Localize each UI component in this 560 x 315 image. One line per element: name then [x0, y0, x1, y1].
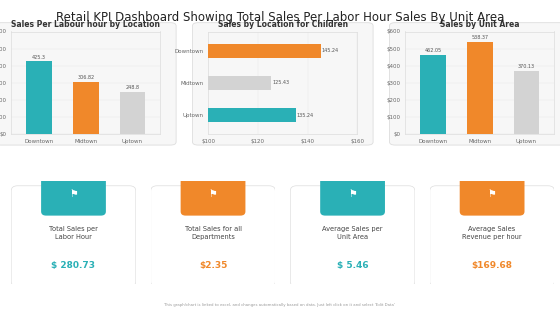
Text: ⚑: ⚑	[69, 188, 78, 198]
Bar	[514, 71, 539, 135]
FancyBboxPatch shape	[290, 186, 415, 287]
FancyBboxPatch shape	[430, 186, 554, 287]
Bar	[73, 82, 99, 135]
Text: 306.82: 306.82	[77, 75, 95, 80]
FancyBboxPatch shape	[41, 170, 106, 215]
FancyBboxPatch shape	[460, 170, 525, 215]
Text: 462.05: 462.05	[424, 49, 442, 54]
Title: Sales Per Labour hour by Location: Sales Per Labour hour by Location	[11, 20, 160, 29]
Text: 538.37: 538.37	[471, 35, 488, 40]
Text: $169.68: $169.68	[472, 261, 512, 270]
Text: 135.24: 135.24	[297, 112, 314, 117]
Bar	[120, 92, 145, 135]
FancyBboxPatch shape	[11, 186, 136, 287]
Text: Total Sales for all
Departments: Total Sales for all Departments	[185, 226, 241, 240]
Bar	[421, 55, 446, 135]
Text: Retail KPI Dashboard Showing Total Sales Per Labor Hour Sales By Unit Area: Retail KPI Dashboard Showing Total Sales…	[56, 11, 504, 24]
Text: 145.24: 145.24	[321, 48, 339, 53]
FancyBboxPatch shape	[320, 170, 385, 215]
Text: 248.8: 248.8	[125, 85, 139, 90]
FancyBboxPatch shape	[151, 186, 276, 287]
Text: ⚑: ⚑	[348, 188, 357, 198]
Text: 425.3: 425.3	[32, 55, 46, 60]
Text: $2.35: $2.35	[199, 261, 227, 270]
Text: Average Sales
Revenue per hour: Average Sales Revenue per hour	[463, 226, 522, 240]
Text: ⚑: ⚑	[488, 188, 497, 198]
Text: Average Sales per
Unit Area: Average Sales per Unit Area	[323, 226, 383, 240]
Title: Sales by Unit Area: Sales by Unit Area	[440, 20, 520, 29]
Text: ⚑: ⚑	[209, 188, 217, 198]
Text: Total Sales per
Labor Hour: Total Sales per Labor Hour	[49, 226, 98, 240]
Bar	[0, 76, 272, 90]
Bar	[0, 43, 321, 58]
Text: This graph/chart is linked to excel, and changes automatically based on data. Ju: This graph/chart is linked to excel, and…	[165, 303, 395, 307]
FancyBboxPatch shape	[181, 170, 245, 215]
Text: 125.43: 125.43	[272, 80, 290, 85]
Bar	[26, 61, 52, 135]
Text: $ 5.46: $ 5.46	[337, 261, 368, 270]
Bar	[467, 42, 493, 135]
Title: Sales by Location for Children: Sales by Location for Children	[218, 20, 348, 29]
Bar	[0, 108, 296, 122]
Text: $ 280.73: $ 280.73	[52, 261, 96, 270]
Text: 370.13: 370.13	[518, 64, 535, 69]
